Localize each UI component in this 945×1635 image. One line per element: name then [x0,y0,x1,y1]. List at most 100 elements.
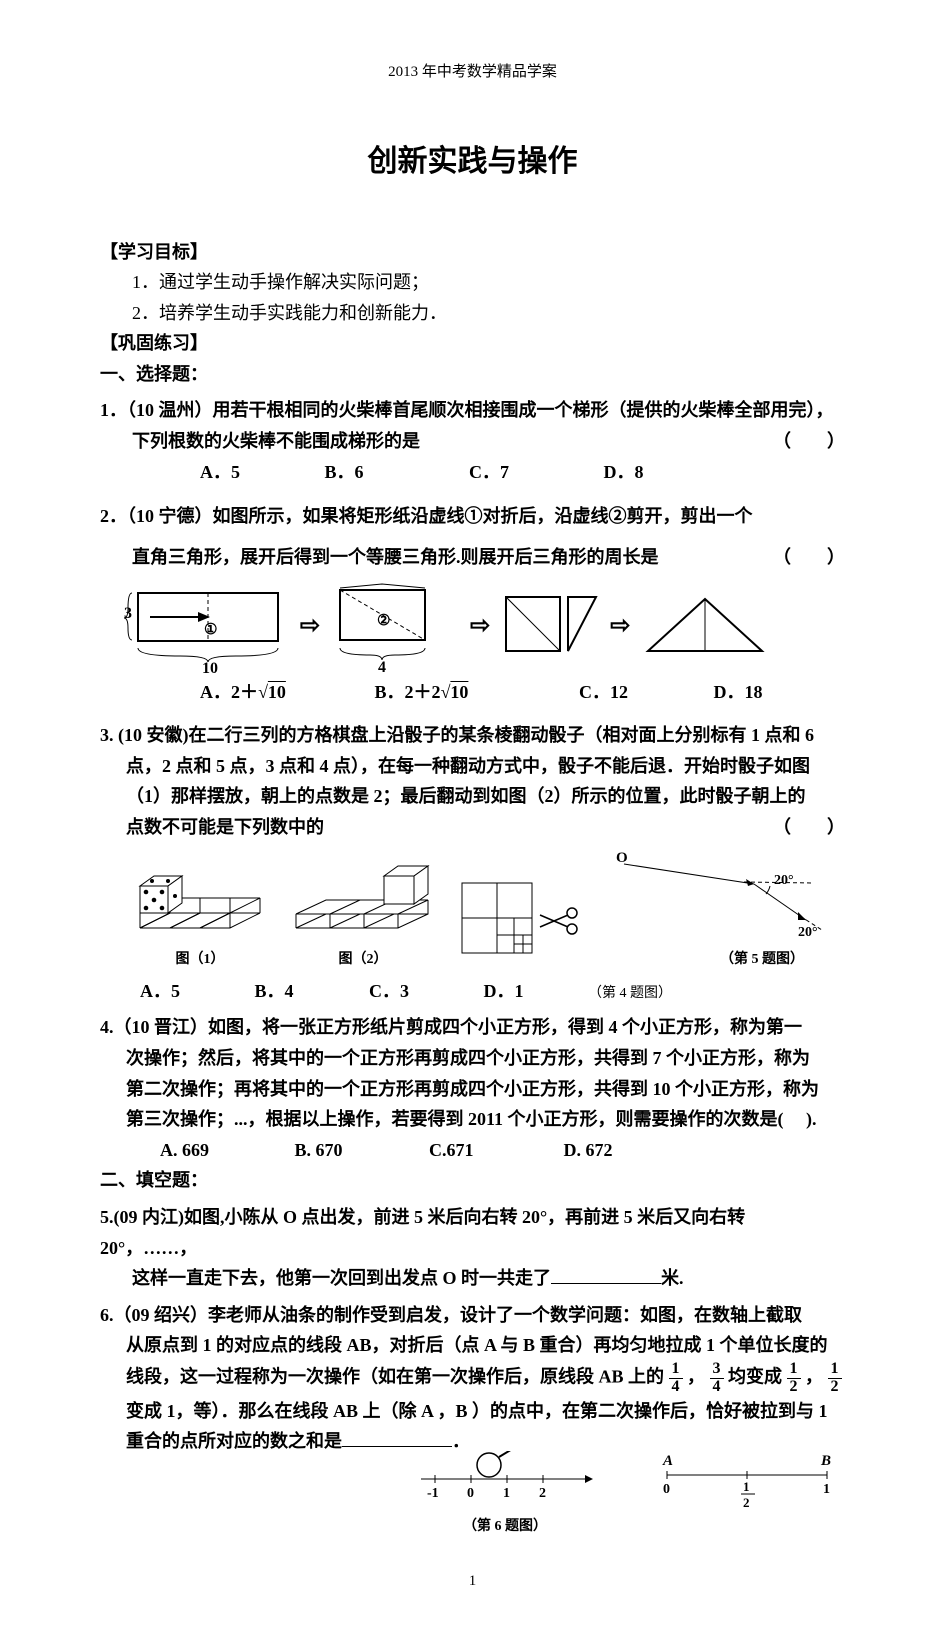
question-5: 5.(09 内江)如图,小陈从 O 点出发，前进 5 米后向右转 20°，再前进… [100,1202,845,1294]
goal-1: 1．通过学生动手操作解决实际问题； [100,267,845,298]
q3-line1: 3. (10 安徽)在二行三列的方格棋盘上沿骰子的某条棱翻动骰子（相对面上分别标… [100,720,845,751]
q2-options: A．2＋√10 B．2＋2√10 C．12 D．18 [100,677,845,708]
q3-fig1-wrap: 图（1） [130,858,270,971]
q3-options: A．5 B．4 C．3 D．1 （第 4 题图） [100,976,845,1007]
q6-r1: 1 [823,1482,830,1497]
q6-blank [342,1430,452,1447]
practice-head: 【巩固练习】 [100,328,845,359]
q1-paren: （ ） [773,426,845,457]
section-2-head: 二、填空题： [100,1165,845,1196]
q4-line1: 4.（10 晋江）如图，将一张正方形纸片剪成四个小正方形，得到 4 个小正方形，… [100,1012,845,1043]
q2-circ2: ② [377,613,390,629]
q6-line2: 从原点到 1 的对应点的线段 AB，对折后（点 A 与 B 重合）再均匀地拉成 … [100,1330,845,1361]
q3-figure-row: 图（1） 图（ [130,848,845,971]
question-3: 3. (10 安徽)在二行三列的方格棋盘上沿骰子的某条棱翻动骰子（相对面上分别标… [100,720,845,1006]
q6-l3c: 均变成 [728,1366,782,1386]
q2-fig-triangle [640,591,770,661]
section-1-head: 一、选择题： [100,359,845,390]
q4-line3: 第二次操作；再将其中的一个正方形再剪成四个小正方形，共得到 10 个小正方形，称… [100,1074,845,1105]
q3-line2: 点，2 点和 5 点，3 点和 4 点），在每一种翻动方式中，骰子不能后退．开始… [100,751,845,782]
q2-line2-row: 直角三角形，展开后得到一个等腰三角形.则展开后三角形的周长是 （ ） [100,542,845,573]
question-6: 6.（09 绍兴）李老师从油条的制作受到启发，设计了一个数学问题：如图，在数轴上… [100,1300,845,1539]
q4-opt-c: C.671 [429,1135,559,1166]
q6-n2: 2 [539,1486,546,1501]
goals-head: 【学习目标】 [100,237,845,268]
q3-opt-d: D．1 [484,976,564,1007]
q2-paren: （ ） [773,542,845,573]
q4-opt-b: B. 670 [295,1135,425,1166]
frac-3-4: 34 [710,1361,724,1396]
arrow-icon: ⇨ [470,606,490,647]
q6-half-den: 2 [743,1495,750,1510]
page-number: 1 [100,1569,845,1595]
goals-section: 【学习目标】 1．通过学生动手操作解决实际问题； 2．培养学生动手实践能力和创新… [100,237,845,329]
q6-l3d: ， [805,1366,823,1386]
q5-blank [551,1267,661,1284]
q3-fig2 [288,858,438,938]
q6-l5a: 重合的点所对应的数之和是 [126,1431,342,1451]
q6-l3a: 线段，这一过程称为一次操作（如在第一次操作后，原线段 AB 上的 [126,1366,664,1386]
q6-fig-right: A B 0 1 1 2 [645,1451,845,1521]
q5-l2a: 这样一直走下去，他第一次回到出发点 O 时一共走了 [132,1268,551,1288]
q6-numberline-right: A B 0 1 1 2 [645,1451,845,1511]
q1-opt-d: D．8 [604,457,724,488]
q6-r0: 0 [663,1482,670,1497]
frac-1-2b: 12 [828,1361,842,1396]
q2-circ1: ① [204,622,217,638]
q6-l3b: ， [687,1366,705,1386]
q1-opt-a: A．5 [200,457,320,488]
q2-fig-rect2: ② 4 [330,578,460,673]
q5-ang2: 20° [798,925,818,938]
q6-numberline-left: -1 0 1 2 [415,1451,595,1506]
q2-dim10: 10 [202,660,218,673]
q4-fig [456,877,586,962]
q6-figure-row: -1 0 1 2 （第 6 题图） A B 0 [100,1451,845,1539]
q3-opt-a: A．5 [140,976,250,1007]
q5-ang1: 20° [774,873,794,888]
q3-fig2-cap: 图（2） [288,948,438,972]
q4-line4: 第三次操作；...，根据以上操作，若要得到 2011 个小正方形，则需要操作的次… [100,1104,845,1135]
q3-paren: （ ） [773,812,845,843]
q5-O: O [616,850,628,866]
q2-figure-row: 3 ① 10 ⇨ ② 4 ⇨ [120,578,845,673]
q4-options: A. 669 B. 670 C.671 D. 672 [100,1135,845,1166]
q5-fig-wrap: O 20° 20° （第 5 题图） [614,848,824,971]
q3-line4: 点数不可能是下列数中的 [126,817,324,837]
q3-fig1-cap: 图（1） [130,948,270,972]
q2-fig-rect1: 3 ① 10 [120,578,290,673]
q2-opt-c: C．12 [579,677,709,708]
q2-dim4: 4 [378,659,386,673]
q2-opt-b: B．2＋2√10 [375,677,575,708]
q2-opt-a: A．2＋√10 [200,677,370,708]
q2-line1: 2．（10 宁德）如图所示，如果将矩形纸沿虚线①对折后，沿虚线②剪开，剪出一个 [100,501,845,532]
q5-fig: O 20° 20° [614,848,824,938]
q3-fig2-wrap: 图（2） [288,858,438,971]
question-4: 4.（10 晋江）如图，将一张正方形纸片剪成四个小正方形，得到 4 个小正方形，… [100,1012,845,1165]
q2-opt-d: D．18 [714,677,814,708]
q6-line4: 变成 1，等）．那么在线段 AB 上（除 A ，B ）的点中，在第二次操作后，恰… [100,1396,845,1427]
q1-stem-b: 下列根数的火柴棒不能围成梯形的是 [132,431,420,451]
q6-n0: 0 [467,1486,474,1501]
q4-opt-d: D. 672 [564,1135,664,1166]
q3-fig1 [130,858,270,938]
q5-fig-cap: （第 5 题图） [614,948,824,972]
page: 2013 年中考数学精品学案 创新实践与操作 【学习目标】 1．通过学生动手操作… [0,0,945,1635]
q1-line1: 1．（10 温州）用若干根相同的火柴棒首尾顺次相接围成一个梯形（提供的火柴棒全部… [100,395,845,426]
q3-line4-row: 点数不可能是下列数中的 （ ） [100,812,845,843]
q4-line2: 次操作；然后，将其中的一个正方形再剪成四个小正方形，共得到 7 个小正方形，称为 [100,1043,845,1074]
q6-fig-cap: （第 6 题图） [415,1515,595,1539]
q6-n1: 1 [503,1486,510,1501]
question-2: 2．（10 宁德）如图所示，如果将矩形纸沿虚线①对折后，沿虚线②剪开，剪出一个 … [100,501,845,708]
question-1: 1．（10 温州）用若干根相同的火柴棒首尾顺次相接围成一个梯形（提供的火柴棒全部… [100,395,845,487]
q6-line3: 线段，这一过程称为一次操作（如在第一次操作后，原线段 AB 上的 14 ， 34… [100,1361,845,1396]
q6-line1: 6.（09 绍兴）李老师从油条的制作受到启发，设计了一个数学问题：如图，在数轴上… [100,1300,845,1331]
q1-opt-c: C．7 [469,457,599,488]
q6-l5b: ． [452,1431,470,1451]
arrow-icon: ⇨ [300,606,320,647]
q1-opt-b: B．6 [325,457,465,488]
frac-1-4: 14 [669,1361,683,1396]
q3-line3: （1）那样摆放，朝上的点数是 2；最后翻动到如图（2）所示的位置，此时骰子朝上的 [100,781,845,812]
q1-options: A．5 B．6 C．7 D．8 [100,457,845,488]
q4-fig-cap: （第 4 题图） [588,982,672,1006]
q4-fig-wrap [456,877,586,972]
